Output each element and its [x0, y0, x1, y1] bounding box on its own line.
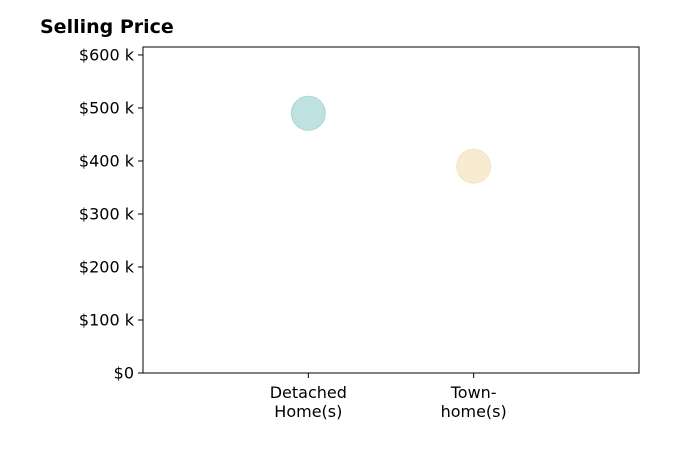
- data-points: [290, 95, 492, 184]
- y-tick-label: $0: [114, 364, 134, 383]
- plot-area: [142, 46, 640, 374]
- y-tick-label: $600 k: [79, 45, 135, 64]
- y-tick-label: $200 k: [79, 257, 135, 276]
- y-tick-label: $500 k: [79, 98, 135, 117]
- y-tick-label: $400 k: [79, 151, 135, 170]
- data-point: [290, 95, 326, 131]
- x-tick-label: Town-home(s): [441, 383, 507, 421]
- y-tick-label: $100 k: [79, 310, 135, 329]
- y-tick-label: $300 k: [79, 204, 135, 223]
- y-axis: $0 $100 k $200 k $300 k $400 k $500 k $600 k: [79, 45, 143, 383]
- x-axis: Detached Home(s) Town-home(s): [270, 373, 507, 421]
- x-tick-label: Detached Home(s): [270, 383, 347, 421]
- chart-title: Selling Price: [40, 16, 174, 38]
- data-point: [456, 148, 492, 184]
